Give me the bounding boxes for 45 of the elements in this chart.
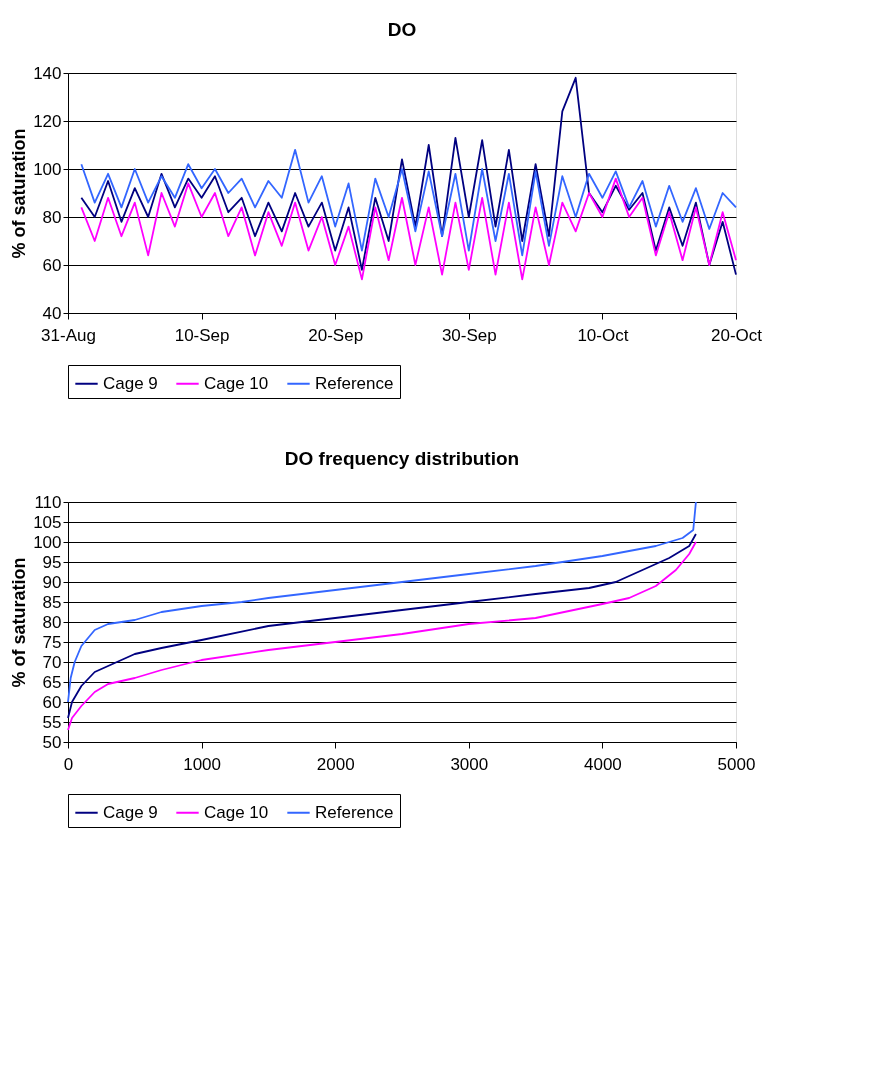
legend-label: Reference bbox=[315, 373, 394, 393]
line-series bbox=[67, 501, 697, 703]
legend-label: Cage 9 bbox=[103, 373, 158, 393]
x-tick-label: 3000 bbox=[450, 754, 489, 774]
y-tick-label: 50 bbox=[42, 732, 62, 752]
y-tick-label: 105 bbox=[33, 512, 62, 532]
chart-title: DO bbox=[387, 19, 417, 40]
y-axis-title: % of saturation bbox=[9, 128, 30, 259]
line-series bbox=[80, 148, 737, 257]
y-tick-label: 140 bbox=[33, 63, 62, 83]
line-series bbox=[80, 177, 737, 281]
y-tick-label: 80 bbox=[42, 612, 62, 632]
x-tick-label: 20-Oct bbox=[710, 325, 763, 345]
x-tick-label: 10-Sep bbox=[174, 325, 230, 345]
y-tick-label: 60 bbox=[42, 692, 62, 712]
x-tick-label: 31-Aug bbox=[41, 325, 96, 345]
x-tick-label: 2000 bbox=[316, 754, 355, 774]
y-tick-label: 100 bbox=[33, 159, 62, 179]
legend-label: Reference bbox=[315, 802, 394, 822]
y-axis-title: % of saturation bbox=[9, 557, 30, 688]
x-tick-label: 30-Sep bbox=[441, 325, 497, 345]
y-tick-label: 85 bbox=[42, 592, 62, 612]
y-tick-label: 75 bbox=[42, 632, 62, 652]
y-tick-label: 65 bbox=[42, 672, 62, 692]
x-tick-label: 0 bbox=[63, 754, 74, 774]
x-tick-label: 1000 bbox=[183, 754, 222, 774]
legend-label: Cage 10 bbox=[204, 373, 269, 393]
x-tick-label: 5000 bbox=[717, 754, 756, 774]
y-tick-label: 55 bbox=[42, 712, 62, 732]
x-tick-label: 20-Sep bbox=[308, 325, 364, 345]
y-tick-label: 70 bbox=[42, 652, 62, 672]
legend-label: Cage 10 bbox=[204, 802, 269, 822]
x-tick-label: 4000 bbox=[583, 754, 622, 774]
y-tick-label: 110 bbox=[34, 492, 62, 512]
y-tick-label: 95 bbox=[42, 552, 62, 572]
y-tick-label: 100 bbox=[33, 532, 62, 552]
line-series bbox=[80, 76, 737, 276]
x-tick-label: 10-Oct bbox=[577, 325, 629, 345]
y-tick-label: 80 bbox=[42, 207, 62, 227]
legend-label: Cage 9 bbox=[103, 802, 158, 822]
chart-title: DO frequency distribution bbox=[284, 448, 520, 469]
y-tick-label: 40 bbox=[42, 303, 62, 323]
y-tick-label: 60 bbox=[42, 255, 62, 275]
y-tick-label: 120 bbox=[33, 111, 62, 131]
y-tick-label: 90 bbox=[42, 572, 62, 592]
